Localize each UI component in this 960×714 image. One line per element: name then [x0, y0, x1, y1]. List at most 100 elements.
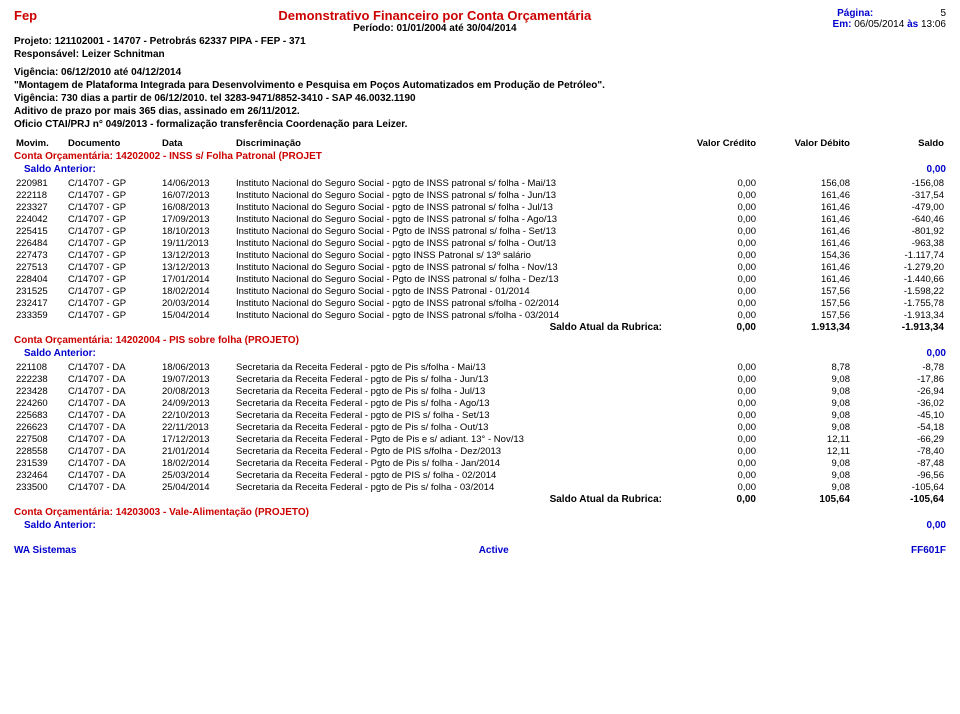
cell-debito: 9,08 [758, 481, 852, 493]
cell-saldo: -801,92 [852, 225, 946, 237]
cell-movim: 228404 [14, 273, 66, 285]
account-title: Conta Orçamentária: 14203003 - Vale-Alim… [14, 507, 946, 518]
note-line: Vigência: 06/12/2010 até 04/12/2014 [14, 66, 946, 79]
rubrica-row: Saldo Atual da Rubrica:0,00105,64-105,64 [14, 493, 946, 505]
cell-debito: 12,11 [758, 433, 852, 445]
cell-documento: C/14707 - DA [66, 481, 160, 493]
cell-saldo: -1.755,78 [852, 297, 946, 309]
cell-data: 19/11/2013 [160, 237, 234, 249]
cell-documento: C/14707 - GP [66, 237, 160, 249]
cell-saldo: -78,40 [852, 445, 946, 457]
saldo-anterior-label: Saldo Anterior: [24, 520, 96, 531]
page-footer: WA Sistemas Active FF601F [0, 541, 960, 562]
cell-movim: 232464 [14, 469, 66, 481]
account-table: 221108C/14707 - DA18/06/2013Secretaria d… [14, 361, 946, 505]
cell-credito: 0,00 [664, 285, 758, 297]
cell-movim: 227473 [14, 249, 66, 261]
cell-credito: 0,00 [664, 309, 758, 321]
cell-data: 18/02/2014 [160, 285, 234, 297]
cell-saldo: -317,54 [852, 189, 946, 201]
issued-date: 06/05/2014 [854, 19, 904, 30]
cell-movim: 232417 [14, 297, 66, 309]
cell-saldo: -479,00 [852, 201, 946, 213]
issued-at: às [907, 19, 918, 30]
cell-discriminacao: Instituto Nacional do Seguro Social - Pg… [234, 273, 664, 285]
footer-center: Active [479, 545, 509, 556]
cell-saldo: -54,18 [852, 421, 946, 433]
header-row: Fep Demonstrativo Financeiro por Conta O… [14, 8, 946, 34]
account-title: Conta Orçamentária: 14202002 - INSS s/ F… [14, 151, 946, 162]
table-row: 224042C/14707 - GP17/09/2013Instituto Na… [14, 213, 946, 225]
cell-data: 19/07/2013 [160, 373, 234, 385]
cell-debito: 161,46 [758, 213, 852, 225]
cell-debito: 161,46 [758, 225, 852, 237]
cell-saldo: -640,46 [852, 213, 946, 225]
cell-debito: 9,08 [758, 373, 852, 385]
cell-debito: 161,46 [758, 261, 852, 273]
cell-credito: 0,00 [664, 373, 758, 385]
cell-movim: 222118 [14, 189, 66, 201]
issued-line: Em: 06/05/2014 às 13:06 [833, 19, 946, 30]
table-row: 227508C/14707 - DA17/12/2013Secretaria d… [14, 433, 946, 445]
cell-movim: 223327 [14, 201, 66, 213]
cell-debito: 161,46 [758, 189, 852, 201]
cell-movim: 225683 [14, 409, 66, 421]
table-row: 221108C/14707 - DA18/06/2013Secretaria d… [14, 361, 946, 373]
cell-movim: 224042 [14, 213, 66, 225]
cell-discriminacao: Secretaria da Receita Federal - Pgto de … [234, 445, 664, 457]
cell-saldo: -66,29 [852, 433, 946, 445]
cell-data: 15/04/2014 [160, 309, 234, 321]
cell-documento: C/14707 - GP [66, 309, 160, 321]
note-line: Aditivo de prazo por mais 365 dias, assi… [14, 105, 946, 118]
cell-saldo: -1.598,22 [852, 285, 946, 297]
cell-documento: C/14707 - GP [66, 261, 160, 273]
org-name: Fep [14, 8, 37, 23]
cell-movim: 233500 [14, 481, 66, 493]
accounts-container: Conta Orçamentária: 14202002 - INSS s/ F… [14, 151, 946, 531]
cell-documento: C/14707 - DA [66, 409, 160, 421]
cell-debito: 9,08 [758, 421, 852, 433]
note-line: "Montagem de Plataforma Integrada para D… [14, 79, 946, 92]
cell-credito: 0,00 [664, 225, 758, 237]
project-value: 121102001 - 14707 - Petrobrás 62337 PIPA… [55, 36, 306, 47]
saldo-anterior-value: 0,00 [927, 520, 946, 531]
cell-credito: 0,00 [664, 249, 758, 261]
cell-data: 25/03/2014 [160, 469, 234, 481]
footer-left: WA Sistemas [14, 545, 76, 556]
cell-saldo: -1.440,66 [852, 273, 946, 285]
issued-time: 13:06 [921, 19, 946, 30]
org-block: Fep [14, 8, 37, 34]
cell-discriminacao: Instituto Nacional do Seguro Social - pg… [234, 297, 664, 309]
cell-saldo: -1.279,20 [852, 261, 946, 273]
cell-data: 18/02/2014 [160, 457, 234, 469]
cell-data: 17/01/2014 [160, 273, 234, 285]
cell-movim: 225415 [14, 225, 66, 237]
account-table: 220981C/14707 - GP14/06/2013Instituto Na… [14, 177, 946, 333]
note-line: Vigência: 730 dias a partir de 06/12/201… [14, 92, 946, 105]
cell-data: 22/11/2013 [160, 421, 234, 433]
cell-documento: C/14707 - GP [66, 177, 160, 189]
col-discriminacao: Discriminação [234, 137, 664, 149]
cell-documento: C/14707 - DA [66, 361, 160, 373]
cell-data: 16/07/2013 [160, 189, 234, 201]
cell-saldo: -45,10 [852, 409, 946, 421]
rubrica-credito: 0,00 [664, 321, 758, 333]
cell-debito: 161,46 [758, 237, 852, 249]
saldo-anterior-label: Saldo Anterior: [24, 164, 96, 175]
rubrica-credito: 0,00 [664, 493, 758, 505]
cell-debito: 157,56 [758, 297, 852, 309]
cell-debito: 8,78 [758, 361, 852, 373]
cell-credito: 0,00 [664, 361, 758, 373]
cell-discriminacao: Secretaria da Receita Federal - Pgto de … [234, 433, 664, 445]
col-data: Data [160, 137, 234, 149]
column-header-row: Movim. Documento Data Discriminação Valo… [14, 137, 946, 149]
account-title: Conta Orçamentária: 14202004 - PIS sobre… [14, 335, 946, 346]
cell-documento: C/14707 - DA [66, 385, 160, 397]
cell-discriminacao: Secretaria da Receita Federal - Pgto de … [234, 457, 664, 469]
table-row: 232417C/14707 - GP20/03/2014Instituto Na… [14, 297, 946, 309]
cell-saldo: -1.117,74 [852, 249, 946, 261]
cell-data: 17/09/2013 [160, 213, 234, 225]
cell-credito: 0,00 [664, 481, 758, 493]
col-documento: Documento [66, 137, 160, 149]
cell-credito: 0,00 [664, 397, 758, 409]
